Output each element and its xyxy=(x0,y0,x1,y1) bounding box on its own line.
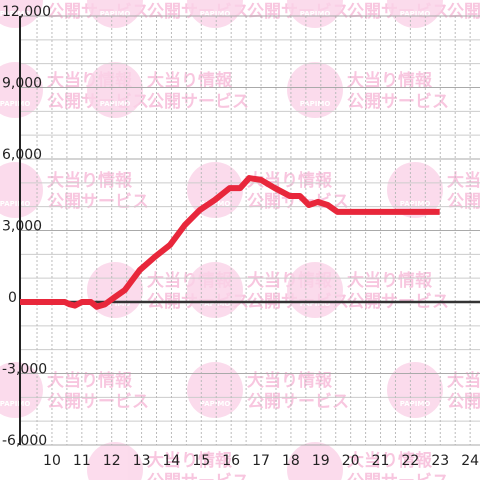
watermark-line1: 大当り情報 xyxy=(347,450,433,471)
x-tick-label: 15 xyxy=(192,453,210,469)
watermark-logo xyxy=(0,62,43,118)
watermark-brand: PAPIMO xyxy=(400,200,431,208)
watermark-logo xyxy=(0,362,43,418)
watermark-line1: 大当り情報 xyxy=(247,370,333,391)
watermark-brand: PAPIMO xyxy=(100,100,131,108)
x-tick-label: 12 xyxy=(103,453,121,469)
watermark-line1: 大当り情報 xyxy=(447,170,480,191)
watermark-brand: PAPIMO xyxy=(400,400,431,408)
y-tick-label: 0 xyxy=(8,290,17,306)
x-tick-label: 10 xyxy=(43,453,61,469)
x-tick-label: 18 xyxy=(282,453,300,469)
watermark-line1: 大当り情報 xyxy=(147,70,233,91)
watermark-logo xyxy=(287,0,343,28)
watermark-logo xyxy=(387,0,443,28)
watermark-logo xyxy=(287,62,343,118)
watermark-line2: 公開サービス xyxy=(447,2,480,22)
watermark-line1: 大当り情報 xyxy=(447,0,480,1)
watermark-brand: PAPIMO xyxy=(100,10,131,18)
watermark-line2: 公開サービス xyxy=(347,472,449,480)
watermark-brand: PAPIMO xyxy=(0,100,30,108)
watermark-logo xyxy=(0,162,43,218)
x-tick-label: 14 xyxy=(163,453,181,469)
y-tick-label: 12,000 xyxy=(2,4,51,20)
watermark-logo xyxy=(0,0,43,28)
watermark-logo xyxy=(87,62,143,118)
watermark-logo xyxy=(87,0,143,28)
watermark-line2: 公開サービス xyxy=(47,192,149,212)
watermark-logo xyxy=(187,362,243,418)
watermark-line1: 大当り情報 xyxy=(347,270,433,291)
watermark-line2: 公開サービス xyxy=(347,92,449,112)
y-tick-label: 9,000 xyxy=(2,76,42,92)
y-tick-label: -3,000 xyxy=(2,362,47,378)
watermark-line1: 大当り情報 xyxy=(147,450,233,471)
watermark-line1: 大当り情報 xyxy=(347,70,433,91)
watermark-brand: PAPIMO xyxy=(300,10,331,18)
x-tick-label: 23 xyxy=(431,453,449,469)
watermark-brand: PAPIMO xyxy=(300,300,331,308)
watermark-brand: PAPIMO xyxy=(0,400,30,408)
watermark-brand: PAPIMO xyxy=(200,400,231,408)
y-tick-label: 6,000 xyxy=(2,147,42,163)
x-tick-label: 16 xyxy=(222,453,240,469)
x-tick-label: 11 xyxy=(73,453,91,469)
watermark-brand: PAPIMO xyxy=(100,300,131,308)
data-line xyxy=(20,175,440,310)
watermark-line1: 大当り情報 xyxy=(47,170,133,191)
watermark-brand: PAPIMO xyxy=(300,100,331,108)
watermark-line2: 公開サービス xyxy=(147,472,249,480)
y-tick-label: 3,000 xyxy=(2,219,42,235)
watermark-brand: PAPIMO xyxy=(200,300,231,308)
watermark-brand: PAPIMO xyxy=(0,10,30,18)
watermark-line2: 公開サービス xyxy=(147,92,249,112)
watermark-brand: PAPIMO xyxy=(200,200,231,208)
watermark-line2: 公開サービス xyxy=(247,392,349,412)
watermark-brand: PAPIMO xyxy=(200,10,231,18)
x-tick-label: 22 xyxy=(401,453,419,469)
watermark-logo xyxy=(287,262,343,318)
watermark-line2: 公開サービス xyxy=(447,392,480,412)
watermark-logo xyxy=(87,262,143,318)
x-tick-label: 21 xyxy=(372,453,390,469)
watermark-logo xyxy=(87,442,143,480)
x-tick-label: 19 xyxy=(312,453,330,469)
watermark-line2: 公開サービス xyxy=(447,192,480,212)
watermark-logo xyxy=(287,442,343,480)
watermark-line2: 公開サービス xyxy=(47,392,149,412)
watermark-logo xyxy=(187,262,243,318)
watermark-logo xyxy=(387,362,443,418)
watermark-brand: PAPIMO xyxy=(0,200,30,208)
x-tick-label: 24 xyxy=(461,453,479,469)
x-tick-label: 20 xyxy=(342,453,360,469)
watermark-brand: PAPIMO xyxy=(400,10,431,18)
watermark-logo xyxy=(387,162,443,218)
x-tick-label: 13 xyxy=(133,453,151,469)
x-tick-label: 17 xyxy=(252,453,270,469)
y-tick-label: -6,000 xyxy=(2,433,47,449)
